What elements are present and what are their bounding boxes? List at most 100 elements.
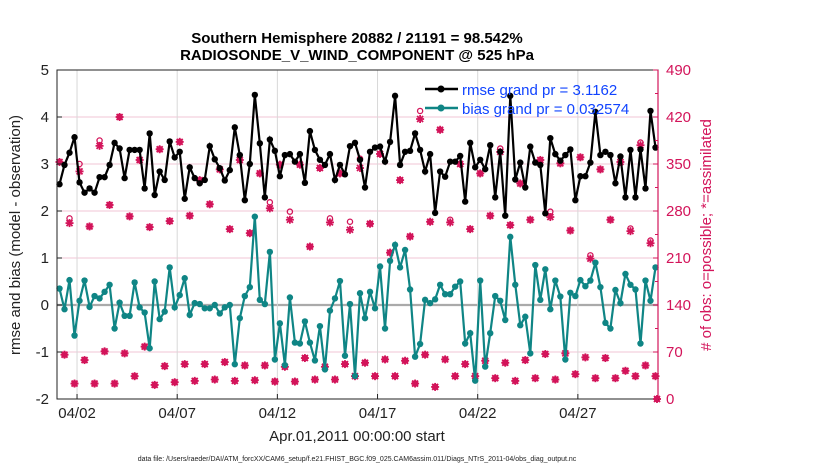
y-axis-label: rmse and bias (model - observation) <box>7 115 24 355</box>
legend: rmse grand pr = 3.1162 bias grand pr = 0… <box>425 82 629 118</box>
right-y-tick-label: 210 <box>666 250 691 267</box>
x-axis-label: Apr.01,2011 00:00:00 start <box>269 428 446 445</box>
rmse-point <box>527 143 534 150</box>
obs-assimilated-marker <box>391 372 400 381</box>
rmse-point <box>461 198 469 205</box>
rmse-point <box>116 145 123 152</box>
chart-subtitle: RADIOSONDE_V_WIND_COMPONENT @ 525 hPa <box>180 47 535 64</box>
bias-point <box>121 312 128 320</box>
obs-assimilated-marker <box>581 353 590 362</box>
bias-point <box>241 292 249 300</box>
bias-point <box>346 300 354 308</box>
bias-point <box>361 314 369 322</box>
asterisk-stroke <box>401 357 409 365</box>
obs-assimilated-marker <box>125 212 134 221</box>
x-tick-label: 04/17 <box>359 405 397 422</box>
axis-ticks: -2 -1 0 1 2 3 4 5 04/02 04/07 04/12 04/17 04/22 04/27… <box>36 62 691 422</box>
asterisk-stroke <box>371 372 379 380</box>
asterisk-stroke <box>120 349 129 357</box>
legend-rmse-marker <box>437 85 445 93</box>
rmse-point <box>361 184 369 191</box>
bias-point <box>61 306 68 313</box>
rmse-point <box>647 107 654 115</box>
rmse-point <box>507 92 514 100</box>
asterisk-stroke <box>461 360 469 368</box>
asterisk-stroke <box>416 115 424 123</box>
bias-point <box>512 281 519 288</box>
asterisk-stroke <box>511 377 519 385</box>
obs-assimilated-marker <box>371 372 380 381</box>
rmse-point <box>226 166 233 174</box>
rmse-point <box>191 174 198 182</box>
rmse-point <box>321 161 329 169</box>
bias-point <box>326 307 334 314</box>
rmse-point <box>216 165 223 172</box>
rmse-point <box>121 174 128 182</box>
obs-possible-marker <box>346 218 354 225</box>
rmse-point <box>552 150 559 158</box>
obs-assimilated-marker <box>626 227 635 236</box>
bias-point <box>146 345 153 352</box>
asterisk-stroke <box>221 358 229 366</box>
obs-assimilated-marker <box>511 376 520 385</box>
x-tick-label: 04/22 <box>459 405 497 422</box>
bias-point <box>652 264 659 271</box>
bias-point <box>156 315 163 323</box>
obs-assimilated-marker <box>285 215 294 224</box>
asterisk-stroke <box>606 216 615 224</box>
bias-point <box>461 340 469 347</box>
obs-assimilated-marker <box>491 374 500 383</box>
obs-assimilated-marker <box>270 377 279 386</box>
bias-point <box>401 246 409 254</box>
y-tick-label: 0 <box>41 297 49 314</box>
obs-assimilated-marker <box>396 176 405 185</box>
bias-point <box>211 301 218 309</box>
rmse-point <box>346 142 354 150</box>
asterisk-stroke <box>90 379 99 388</box>
asterisk-stroke <box>381 355 389 364</box>
asterisk-stroke <box>341 360 349 368</box>
obs-assimilated-marker <box>601 354 610 363</box>
bias-point <box>251 213 259 220</box>
rmse-point <box>401 148 409 155</box>
rmse-point <box>316 156 324 163</box>
asterisk-stroke <box>326 218 334 227</box>
bias-point <box>161 308 168 315</box>
bias-point <box>456 278 464 285</box>
bias-point <box>477 277 484 284</box>
bias-point <box>552 277 559 284</box>
asterisk-stroke <box>261 361 269 370</box>
rmse-point <box>126 146 133 154</box>
bias-line <box>58 216 657 381</box>
bias-point <box>622 270 629 278</box>
y-tick-label: 3 <box>41 156 49 173</box>
rmse-point <box>196 180 203 187</box>
bias-point <box>572 292 579 300</box>
rmse-point <box>612 180 619 187</box>
obs-assimilated-marker <box>180 360 189 369</box>
asterisk-stroke <box>596 165 605 174</box>
bias-point <box>527 350 534 357</box>
rmse-point <box>231 124 238 131</box>
rmse-point <box>642 185 649 192</box>
asterisk-stroke <box>366 220 374 228</box>
bias-point <box>316 322 324 330</box>
obs-assimilated-marker <box>175 137 184 146</box>
asterisk-stroke <box>576 153 585 161</box>
rmse-point <box>466 139 474 147</box>
asterisk-stroke <box>516 179 524 188</box>
rmse-point <box>236 151 244 159</box>
bias-point <box>171 304 178 311</box>
bias-point <box>166 264 173 271</box>
rmse-point <box>577 173 584 180</box>
obs-possible-marker <box>416 107 424 115</box>
asterisk-stroke <box>311 375 319 384</box>
rmse-point <box>301 179 309 186</box>
obs-assimilated-marker <box>160 362 169 371</box>
obs-assimilated-marker <box>431 382 440 391</box>
asterisk-stroke <box>251 376 259 384</box>
bias-point <box>557 293 564 300</box>
bias-point <box>396 264 404 271</box>
obs-assimilated-marker <box>170 378 179 387</box>
